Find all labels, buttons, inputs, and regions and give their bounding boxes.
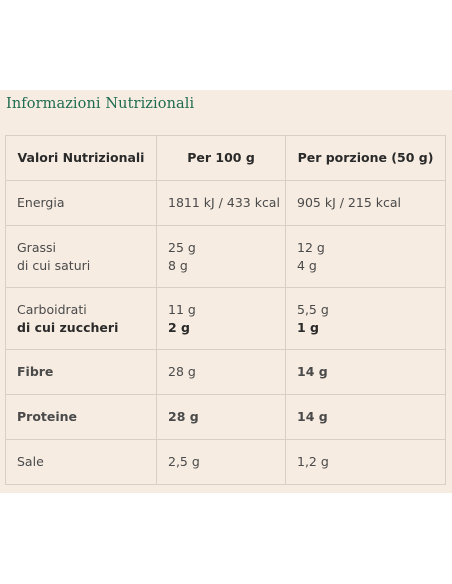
value-per-portion-cell: 5,5 g 1 g [285, 287, 446, 350]
table-header-row: Valori Nutrizionali Per 100 g Per porzio… [5, 135, 446, 181]
value-per-100g: 1811 kJ / 433 kcal [156, 180, 286, 226]
row-label: Proteine [5, 394, 157, 440]
value-per-portion: 14 g [285, 349, 446, 395]
value-per-portion: 905 kJ / 215 kcal [285, 180, 446, 226]
header-per-portion: Per porzione (50 g) [285, 135, 446, 181]
value-per-100g-cell: 25 g 8 g [156, 225, 286, 288]
value-per-100g: 28 g [156, 349, 286, 395]
row-label-cell: Carboidrati di cui zuccheri [5, 287, 157, 350]
nutrition-table: Valori Nutrizionali Per 100 g Per porzio… [5, 135, 446, 485]
row-label: Sale [5, 439, 157, 485]
table-row-energia: Energia 1811 kJ / 433 kcal 905 kJ / 215 … [5, 180, 446, 226]
value-per-portion-cell: 12 g 4 g [285, 225, 446, 288]
table-row-fibre: Fibre 28 g 14 g [5, 349, 446, 395]
header-per-100g: Per 100 g [156, 135, 286, 181]
nutrition-panel: Informazioni Nutrizionali Valori Nutrizi… [0, 90, 452, 493]
subvalue-per-portion: 4 g [297, 257, 317, 273]
table-row-proteine: Proteine 28 g 14 g [5, 394, 446, 440]
subvalue-per-100g: 2 g [168, 319, 190, 335]
row-label: Grassi [17, 239, 56, 255]
table-row-sale: Sale 2,5 g 1,2 g [5, 439, 446, 485]
table-row-carboidrati: Carboidrati di cui zuccheri 11 g 2 g 5,5… [5, 287, 446, 350]
row-sublabel: di cui zuccheri [17, 319, 119, 335]
value-per-100g: 11 g [168, 301, 196, 317]
row-sublabel: di cui saturi [17, 257, 91, 273]
section-title: Informazioni Nutrizionali [6, 96, 195, 112]
value-per-portion: 1,2 g [285, 439, 446, 485]
value-per-portion: 12 g [297, 239, 325, 255]
row-label: Energia [5, 180, 157, 226]
header-nutritional-values: Valori Nutrizionali [5, 135, 157, 181]
subvalue-per-portion: 1 g [297, 319, 319, 335]
table-row-grassi: Grassi di cui saturi 25 g 8 g 12 g 4 g [5, 225, 446, 288]
value-per-portion: 5,5 g [297, 301, 329, 317]
value-per-100g: 2,5 g [156, 439, 286, 485]
value-per-100g: 25 g [168, 239, 196, 255]
row-label-cell: Grassi di cui saturi [5, 225, 157, 288]
row-label: Fibre [5, 349, 157, 395]
value-per-100g: 28 g [156, 394, 286, 440]
row-label: Carboidrati [17, 301, 87, 317]
value-per-100g-cell: 11 g 2 g [156, 287, 286, 350]
subvalue-per-100g: 8 g [168, 257, 188, 273]
value-per-portion: 14 g [285, 394, 446, 440]
